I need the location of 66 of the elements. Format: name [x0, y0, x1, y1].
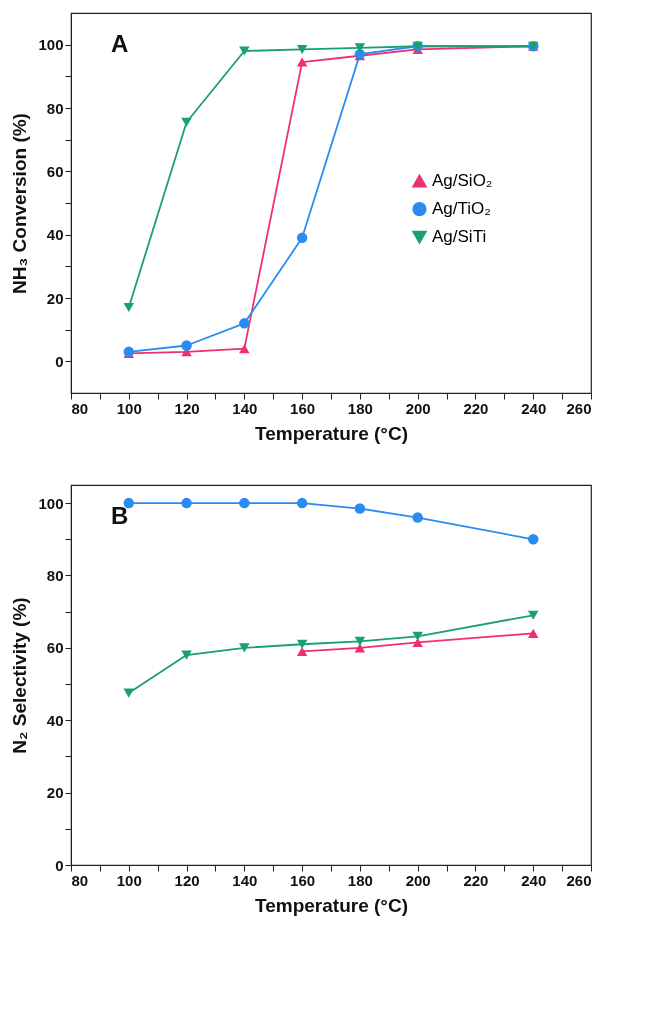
- x-tick-label: 160: [290, 399, 316, 417]
- x-tick-label: 260: [566, 399, 592, 417]
- y-tick-label: 60: [46, 162, 64, 180]
- point: [181, 117, 192, 127]
- x-tick-label: 120: [174, 871, 200, 889]
- x-tick-label: 80: [71, 399, 89, 417]
- x-tick-label: 240: [521, 399, 547, 417]
- y-axis-title: N₂ Selectivity (%): [9, 597, 31, 754]
- x-tick-label: 240: [521, 871, 547, 889]
- x-tick-label: 180: [347, 399, 373, 417]
- point: [181, 497, 192, 509]
- y-tick-label: 0: [55, 856, 64, 874]
- point: [296, 646, 308, 657]
- y-tick-label: 40: [46, 711, 64, 729]
- point: [239, 318, 250, 329]
- point: [354, 43, 366, 53]
- x-tick-label: 140: [232, 399, 258, 417]
- point: [123, 302, 135, 313]
- point: [239, 643, 250, 653]
- x-axis-title: Temperature (°C): [255, 894, 408, 916]
- x-tick-label: 140: [232, 871, 258, 889]
- x-tick-label: 120: [174, 399, 200, 417]
- y-tick-label: 80: [46, 99, 64, 117]
- point: [181, 340, 192, 351]
- y-tick-label: 100: [38, 36, 64, 54]
- point: [354, 636, 366, 646]
- y-tick-label: 60: [46, 639, 64, 657]
- point: [412, 512, 423, 523]
- point: [296, 497, 308, 509]
- y-axis-title: NH₃ Conversion (%): [9, 113, 31, 294]
- x-tick-label: 160: [290, 871, 316, 889]
- y-tick-label: 80: [46, 566, 64, 584]
- x-tick-label: 100: [116, 399, 142, 417]
- x-tick-label: 260: [566, 871, 592, 889]
- y-tick-label: 0: [55, 352, 64, 370]
- legend-label: Ag/SiO₂: [432, 171, 493, 191]
- y-tick-label: 100: [38, 494, 64, 512]
- y-tick-label: 20: [46, 784, 64, 802]
- point: [354, 503, 366, 514]
- point: [412, 631, 423, 641]
- x-tick-label: 100: [116, 871, 142, 889]
- point: [239, 497, 250, 509]
- legend-label: Ag/SiTi: [432, 227, 487, 247]
- point: [296, 44, 308, 54]
- point: [296, 639, 308, 649]
- point: [527, 610, 539, 620]
- x-axis-title: Temperature (°C): [255, 422, 408, 444]
- annotation: A: [111, 30, 129, 57]
- point: [527, 534, 539, 545]
- point: [239, 46, 250, 56]
- annotation: B: [111, 502, 129, 529]
- x-tick-label: 220: [463, 399, 489, 417]
- x-tick-label: 180: [347, 871, 373, 889]
- x-tick-label: 200: [405, 399, 431, 417]
- point: [527, 628, 539, 638]
- point: [123, 497, 135, 509]
- x-tick-label: 220: [463, 871, 489, 889]
- x-tick-label: 200: [405, 871, 431, 889]
- y-tick-label: 40: [46, 226, 64, 244]
- point: [296, 57, 308, 67]
- legend-label: Ag/TiO₂: [432, 199, 491, 219]
- point: [239, 344, 250, 354]
- x-tick-label: 80: [71, 871, 89, 889]
- point: [296, 232, 308, 244]
- point: [181, 650, 192, 660]
- y-tick-label: 20: [46, 289, 64, 307]
